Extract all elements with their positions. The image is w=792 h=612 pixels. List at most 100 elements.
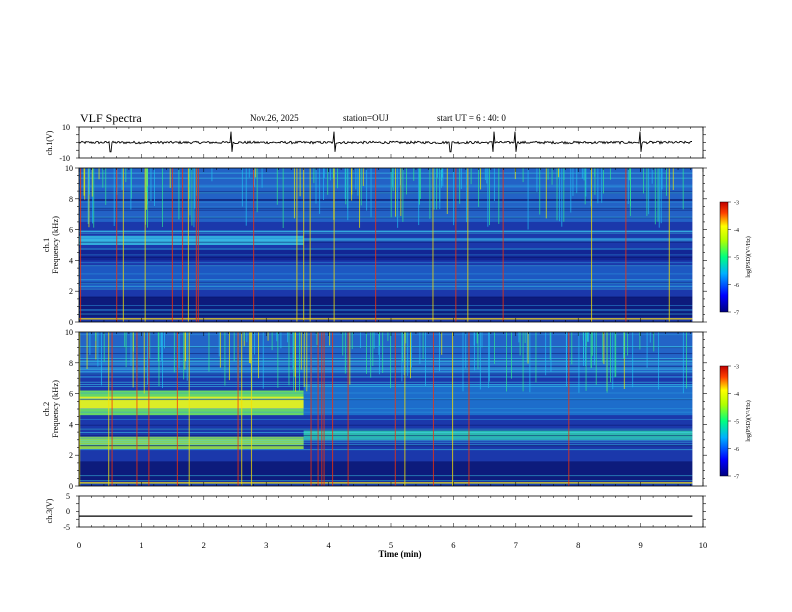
sferic (658, 168, 660, 228)
ch2-colorbar-ticks: -3 -4 -5 -6 -7 (728, 365, 739, 481)
sferic (470, 168, 472, 185)
sferic-strong (79, 332, 81, 486)
spectral-line (79, 475, 693, 477)
spectral-line (79, 437, 693, 439)
sferic-strong (171, 168, 173, 322)
sferic (382, 332, 384, 373)
sferic (584, 168, 586, 205)
sferic (614, 332, 616, 378)
sferic (316, 332, 318, 345)
sferic (162, 332, 163, 389)
sferic (666, 168, 667, 196)
ch2-spectrogram-ticks: 0 2 4 6 8 10 (65, 328, 707, 491)
spectral-line (79, 399, 693, 401)
sferic (480, 168, 482, 190)
sferic (342, 332, 344, 356)
sferic (446, 168, 448, 215)
sferic (498, 168, 500, 224)
sferic (402, 168, 404, 222)
sferic (397, 168, 399, 228)
spectral-line (79, 334, 693, 336)
spectral-line (79, 310, 693, 312)
spectral-band (79, 266, 693, 289)
sferic (208, 332, 210, 372)
sferic (441, 168, 442, 188)
sferic (233, 332, 235, 362)
sferic-strong (296, 168, 298, 322)
x-tick-label: 2 (202, 540, 206, 550)
sferic (595, 332, 597, 386)
sferic-strong (187, 168, 189, 322)
colorbar-tick-label: -6 (734, 447, 739, 453)
sferic (685, 332, 687, 389)
ch3-ytick-mid: 0 (66, 507, 70, 516)
sferic (344, 332, 346, 374)
sferic (365, 332, 367, 374)
sferic (84, 168, 86, 200)
sferic (294, 332, 296, 377)
sferic (344, 168, 346, 199)
sferic (588, 332, 590, 342)
spectral-line (79, 265, 693, 267)
spectral-line (79, 441, 693, 443)
sferic (130, 168, 132, 210)
sferic (345, 168, 347, 205)
sferic (405, 332, 407, 344)
sferic (581, 168, 583, 179)
frequency-tick-label: 6 (69, 226, 73, 235)
spectral-line (79, 209, 693, 211)
sferic (606, 332, 608, 393)
sferic (477, 332, 479, 370)
sferic (479, 332, 481, 390)
sferic (486, 168, 488, 184)
sferic (657, 168, 659, 222)
sferic-strong (148, 332, 150, 486)
colorbar-tick-label: -5 (734, 256, 739, 262)
sferic (623, 332, 624, 359)
sferic (459, 168, 461, 204)
sferic (594, 168, 596, 177)
sferic (610, 332, 611, 383)
sferic (349, 332, 351, 385)
sferic-strong (237, 332, 239, 486)
sferic (493, 168, 495, 202)
sferic (550, 332, 552, 372)
sferic (390, 332, 392, 389)
sferic-strong (467, 168, 469, 322)
sferic (306, 332, 308, 392)
spectral-line (79, 239, 693, 241)
sferic (91, 168, 93, 197)
spectral-line (79, 282, 693, 284)
sferic (370, 332, 372, 378)
sferic (429, 168, 431, 219)
sferic (277, 332, 279, 388)
sferic (173, 332, 175, 373)
sferic-strong (108, 332, 110, 486)
sferic-strong (323, 332, 325, 486)
sferic (632, 332, 634, 388)
sferic-strong (590, 168, 593, 322)
sferic (649, 332, 651, 343)
sferic (295, 332, 296, 392)
sferic (211, 168, 213, 182)
sferic (558, 168, 559, 178)
sferic (332, 168, 334, 179)
sferic (506, 332, 508, 392)
sferic (267, 332, 269, 341)
x-tick-label: 9 (638, 540, 642, 550)
ch1-colorbar-ticks: -3 -4 -5 -6 -7 (728, 201, 739, 317)
colorbar-tick-label: -3 (734, 365, 739, 371)
sferic (97, 332, 99, 367)
x-tick-label: 3 (264, 540, 268, 550)
sferic (329, 168, 331, 181)
spectral-line (79, 241, 693, 243)
spectral-line (79, 449, 693, 451)
sferic-strong (502, 168, 504, 322)
sferic-strong (79, 168, 82, 322)
x-axis-label: Time (min) (378, 549, 421, 559)
sferic (351, 332, 353, 350)
spectral-line (79, 386, 693, 387)
spectral-line (79, 445, 693, 447)
sferic (370, 168, 372, 218)
sferic (102, 168, 104, 188)
